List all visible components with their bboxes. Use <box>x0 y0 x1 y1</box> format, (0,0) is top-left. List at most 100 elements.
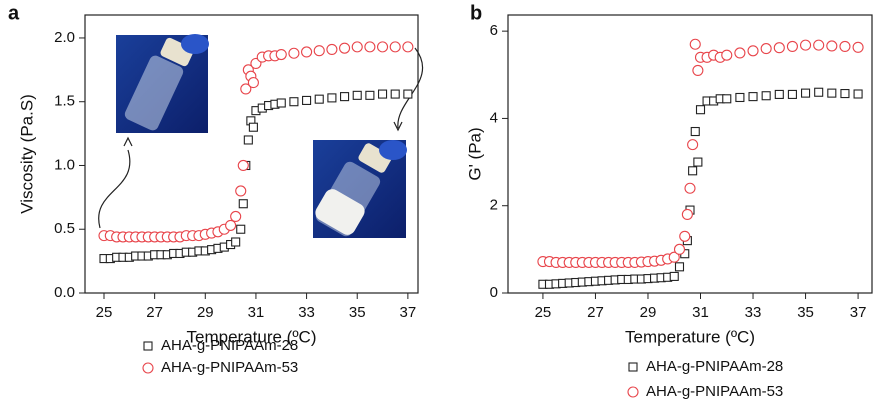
x-tick-label: 25 <box>535 304 552 321</box>
marker-circle <box>313 45 325 57</box>
y-tick-label: 1.5 <box>54 93 75 110</box>
marker-circle <box>679 230 691 242</box>
x-axis-label: Temperature (ºC) <box>625 327 755 346</box>
x-tick-label: 29 <box>197 304 214 321</box>
marker-square <box>761 91 771 101</box>
marker-square <box>774 89 784 99</box>
marker-circle <box>240 83 252 95</box>
marker-circle <box>692 64 704 76</box>
marker-square <box>690 126 700 137</box>
marker-circle <box>288 47 300 59</box>
marker-square <box>243 135 253 145</box>
x-tick-label: 31 <box>692 304 709 321</box>
marker-square <box>628 362 638 372</box>
x-tick-label: 27 <box>146 304 163 321</box>
marker-circle <box>721 49 733 61</box>
marker-circle <box>684 182 696 194</box>
marker-square <box>722 94 732 104</box>
marker-square <box>276 98 286 108</box>
marker-circle <box>351 41 363 53</box>
legend-label: AHA-g-PNIPAAm-28 <box>646 358 783 375</box>
photo-inset-gel <box>313 140 407 238</box>
marker-circle <box>813 39 825 51</box>
x-axis-label: Temperature (ºC) <box>187 327 317 346</box>
marker-square <box>695 105 706 115</box>
marker-square <box>314 94 324 104</box>
y-tick-label: 1.0 <box>54 156 75 173</box>
marker-circle <box>786 40 798 52</box>
marker-square <box>238 199 248 209</box>
marker-square <box>853 89 863 99</box>
marker-circle <box>681 208 693 220</box>
marker-circle <box>142 362 154 374</box>
marker-circle <box>275 48 287 61</box>
marker-square <box>340 92 350 102</box>
arrows <box>98 47 424 229</box>
marker-square <box>827 88 837 98</box>
marker-circle <box>734 47 746 59</box>
y-tick-label: 0.5 <box>54 220 75 237</box>
panel-label: b <box>470 2 482 24</box>
series <box>538 87 863 289</box>
marker-circle <box>364 41 376 53</box>
panel-label: a <box>8 2 20 24</box>
x-tick-label: 37 <box>400 304 417 321</box>
x-tick-label: 37 <box>850 304 867 321</box>
x-tick-label: 29 <box>640 304 657 321</box>
photo-inset-sol <box>116 34 209 133</box>
marker-circle <box>627 386 639 398</box>
marker-circle <box>687 139 699 151</box>
marker-circle <box>326 43 338 55</box>
marker-circle <box>773 42 785 54</box>
marker-square <box>693 157 703 167</box>
marker-square <box>840 89 850 99</box>
marker-circle <box>747 45 759 57</box>
marker-circle <box>826 40 838 52</box>
x-tick-label: 33 <box>298 304 315 321</box>
marker-square <box>302 95 312 105</box>
x-tick-label: 33 <box>745 304 762 321</box>
marker-circle <box>839 40 851 52</box>
y-tick-label: 6 <box>490 22 498 39</box>
x-tick-label: 35 <box>797 304 814 321</box>
marker-square <box>248 122 258 132</box>
y-tick-label: 2 <box>490 197 498 214</box>
marker-square <box>327 93 337 103</box>
x-tick-label: 31 <box>248 304 265 321</box>
marker-square <box>814 87 824 97</box>
marker-square <box>688 166 698 176</box>
marker-square <box>143 341 153 351</box>
plot-frame <box>507 14 873 294</box>
marker-circle <box>247 77 259 89</box>
marker-square <box>365 90 375 100</box>
marker-circle <box>402 41 414 53</box>
x-tick-label: 35 <box>349 304 366 321</box>
y-axis-label: Viscosity (Pa.S) <box>17 94 36 214</box>
y-tick-label: 0 <box>490 284 498 301</box>
marker-circle <box>225 219 237 231</box>
marker-square <box>289 97 299 107</box>
marker-circle <box>673 243 686 255</box>
series <box>99 89 413 264</box>
series <box>537 38 864 269</box>
marker-square <box>231 237 241 247</box>
marker-square <box>674 262 685 272</box>
marker-square <box>748 92 758 102</box>
marker-circle <box>389 41 401 53</box>
legend-label: AHA-g-PNIPAAm-53 <box>646 383 783 400</box>
marker-circle <box>301 46 313 58</box>
marker-circle <box>376 41 389 53</box>
marker-square <box>377 89 388 99</box>
marker-square <box>403 89 413 99</box>
marker-circle <box>230 210 242 223</box>
marker-circle <box>237 159 249 172</box>
marker-circle <box>852 41 864 53</box>
marker-circle <box>339 42 351 54</box>
marker-circle <box>235 185 247 197</box>
marker-square <box>735 92 745 103</box>
marker-square <box>787 89 797 99</box>
marker-circle <box>668 251 680 263</box>
legend-label: AHA-g-PNIPAAm-53 <box>161 359 298 376</box>
marker-square <box>236 224 246 234</box>
marker-square <box>801 88 811 98</box>
